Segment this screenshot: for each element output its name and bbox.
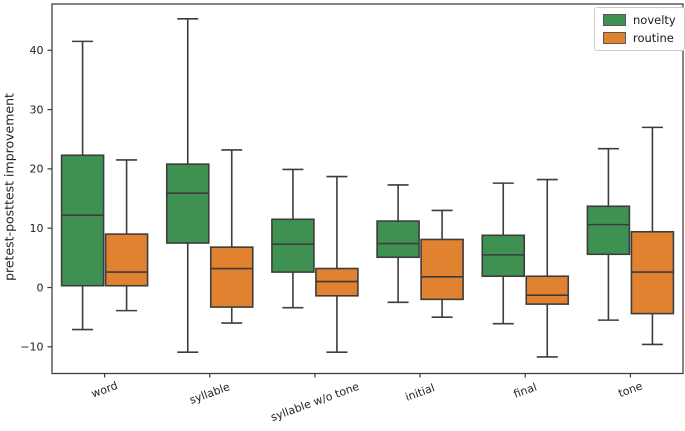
box-novelty-initial — [376, 184, 420, 304]
iqr-box — [481, 234, 526, 278]
iqr-box — [420, 238, 464, 301]
iqr-box — [165, 163, 210, 244]
x-tick-label: final — [512, 381, 539, 401]
iqr-box — [60, 154, 105, 287]
box-novelty-final — [481, 182, 526, 325]
x-tick-label: tone — [617, 379, 645, 400]
legend-label: novelty — [633, 13, 676, 27]
box-novelty-tone — [586, 147, 631, 321]
box-routine-tone — [630, 126, 675, 346]
iqr-box — [104, 233, 149, 287]
iqr-box — [271, 218, 315, 273]
legend-entry-routine: routine — [603, 31, 676, 45]
box-routine-syllable-w-o-tone — [315, 175, 359, 353]
box-novelty-word — [60, 40, 105, 331]
y-tick-label: 20 — [30, 163, 44, 176]
legend-swatch-novelty — [603, 14, 626, 26]
box-routine-word — [104, 159, 149, 312]
legend-entry-novelty: novelty — [603, 13, 676, 27]
y-tick-label: 30 — [30, 103, 44, 116]
iqr-box — [209, 246, 254, 308]
legend: novelty routine — [594, 7, 685, 51]
iqr-box — [376, 220, 420, 259]
box-routine-syllable — [209, 149, 254, 324]
box-routine-initial — [420, 209, 464, 318]
y-tick-label: 10 — [30, 222, 44, 235]
legend-swatch-routine — [603, 32, 626, 44]
y-axis-title: pretest-posttest improvement — [1, 93, 17, 281]
y-tick-label: 0 — [37, 281, 44, 294]
x-tick-label: syllable w/o tone — [269, 380, 361, 424]
box-routine-final — [525, 178, 570, 358]
iqr-box — [525, 275, 570, 305]
x-tick-label: initial — [404, 381, 437, 404]
y-tick-label: −10 — [20, 341, 43, 354]
box-novelty-syllable-w-o-tone — [271, 168, 315, 309]
legend-label: routine — [633, 31, 674, 45]
x-tick-label: syllable — [188, 380, 232, 407]
x-tick-label: word — [90, 379, 120, 400]
y-tick-label: 40 — [30, 44, 44, 57]
plot-border — [51, 3, 684, 375]
box-novelty-syllable — [165, 18, 210, 353]
iqr-box — [586, 205, 631, 256]
